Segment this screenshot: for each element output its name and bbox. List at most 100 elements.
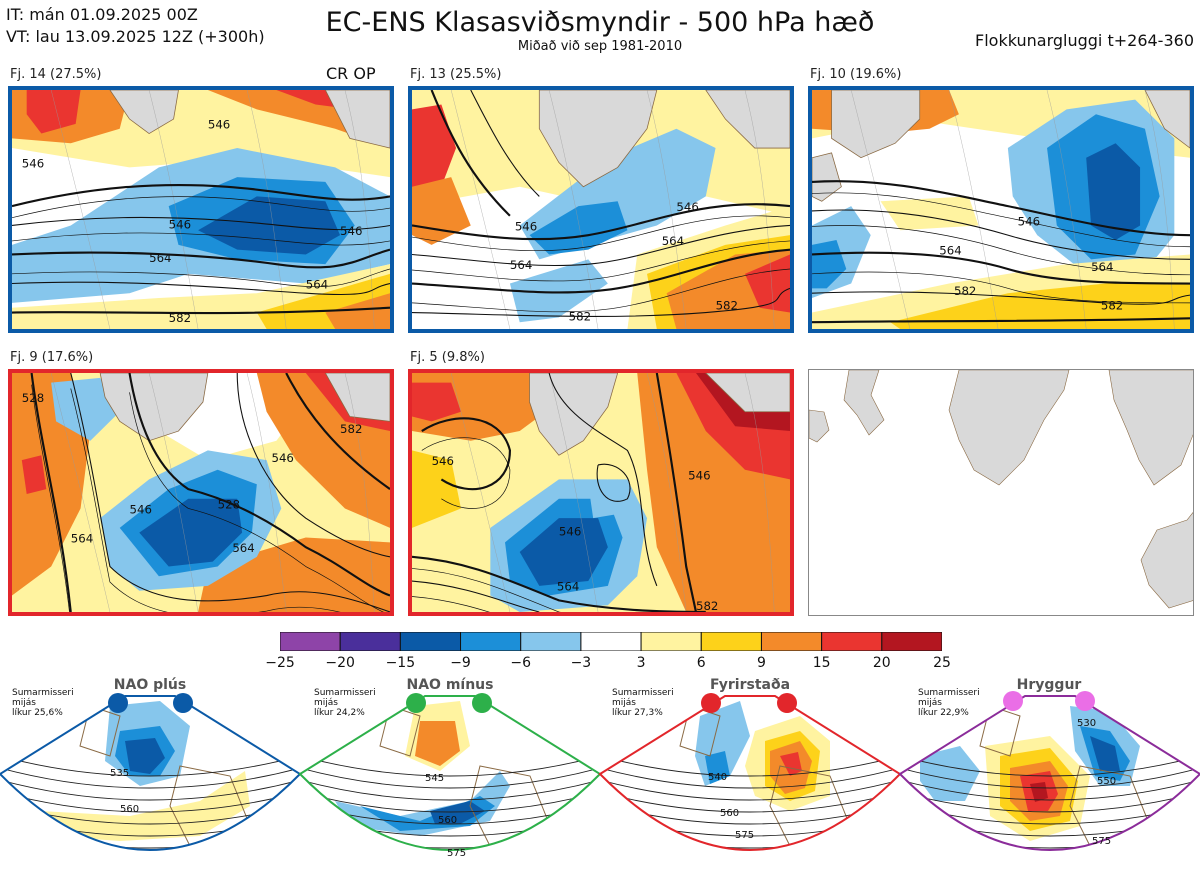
- contour-label: 546: [676, 200, 698, 214]
- contour-label: 546: [340, 224, 362, 238]
- graticule-line: [850, 90, 911, 329]
- regime-anomaly: [1015, 849, 1045, 850]
- regime-contour-label: 545: [425, 773, 444, 784]
- height-contour: [812, 209, 1190, 260]
- cluster-label-3: Fj. 10 (19.6%): [810, 67, 902, 82]
- regime-map: 535 560: [0, 695, 302, 851]
- landmass: [529, 373, 619, 456]
- colorbar-tick-label: 9: [756, 655, 766, 671]
- colorbar-tick-label: −6: [510, 655, 532, 671]
- regime-contour-label: 550: [1097, 776, 1116, 787]
- anomaly-area: [412, 450, 461, 528]
- colorbar-tick-label: 15: [812, 655, 831, 671]
- contour-label: 564: [1091, 260, 1113, 274]
- crop-label: CR OP: [326, 64, 376, 83]
- regime-dot-1b: [173, 693, 193, 713]
- contour-label: 546: [208, 118, 230, 132]
- regime-map: 545 560 575: [298, 695, 602, 859]
- anomaly-area: [1086, 143, 1141, 240]
- height-contour: [30, 373, 72, 612]
- height-contour-minor: [70, 388, 341, 612]
- regime-contour-label: 560: [120, 804, 139, 815]
- graticule-line: [1144, 90, 1175, 329]
- regime-contour-label: 535: [110, 768, 129, 779]
- anomaly-area: [412, 104, 457, 197]
- landmass: [538, 90, 658, 188]
- colorbar-segment: [760, 631, 823, 652]
- anomaly-area: [588, 479, 623, 519]
- graticule-line: [646, 373, 687, 612]
- contour-label: 528: [218, 498, 240, 512]
- height-contour-minor: [412, 568, 561, 612]
- regime-title-1: NAO plús: [113, 677, 187, 693]
- regime-anomaly: [40, 771, 250, 841]
- contour-label: 564: [939, 244, 961, 258]
- cluster-map-5: 546 546 564 582 546: [408, 369, 794, 616]
- regime-contour: [900, 767, 1200, 789]
- height-contour: [12, 248, 390, 269]
- colorbar-tick-label: 25: [933, 655, 951, 671]
- regime-anomaly: [1090, 736, 1120, 771]
- colorbar-segment: [399, 631, 462, 652]
- regime-map: 530 550 575: [898, 695, 1200, 851]
- contour-label: 564: [232, 541, 254, 555]
- regime-dot-2b: [472, 693, 492, 713]
- regime-contour: [900, 755, 1200, 777]
- anomaly-area: [139, 498, 243, 567]
- colorbar-segment: [640, 631, 702, 652]
- landmass: [324, 90, 390, 149]
- height-contour: [12, 216, 390, 231]
- contour-label: 582: [569, 309, 591, 323]
- regime-contour: [300, 827, 600, 849]
- graticule-line: [744, 373, 775, 612]
- height-contour-minor: [12, 196, 390, 219]
- contour-label: 582: [1101, 299, 1123, 313]
- colorbar-segment: [279, 631, 341, 652]
- graticule-line: [450, 373, 511, 612]
- height-contour: [412, 224, 790, 267]
- height-contour: [430, 90, 511, 217]
- regime-note-4: Sumarmisseri mijás líkur 22,9%: [918, 688, 980, 718]
- regime-contour-label: 540: [708, 772, 727, 783]
- regime-title-2: NAO mínus: [406, 677, 494, 693]
- height-contour: [412, 580, 540, 612]
- graticule-line: [744, 90, 775, 329]
- landmass: [831, 90, 921, 159]
- height-contour-minor: [31, 384, 70, 612]
- colorbar-segment: [700, 631, 762, 652]
- cluster-label-2: Fj. 13 (25.5%): [410, 67, 502, 82]
- regime-title-4: Hryggur: [1016, 677, 1082, 693]
- regime-anomaly: [125, 738, 165, 774]
- anomaly-area: [890, 283, 1190, 329]
- contour-label: 582: [340, 422, 362, 436]
- regime-contour: [0, 767, 300, 789]
- height-contour: [12, 281, 390, 296]
- anomaly-area: [509, 259, 608, 323]
- graticule-line: [548, 90, 599, 329]
- anomaly-area: [812, 239, 847, 289]
- colorbar-tick-label: 6: [696, 655, 706, 671]
- graticule-line: [50, 373, 111, 612]
- regime-anomaly: [780, 752, 802, 776]
- contour-label: 564: [149, 251, 171, 265]
- height-contour: [812, 251, 1190, 285]
- height-contour: [412, 203, 790, 241]
- contour-label: 546: [688, 469, 710, 483]
- height-contour: [812, 291, 1190, 305]
- landmass: [1144, 90, 1190, 149]
- graticule-line: [948, 90, 999, 329]
- height-contour-minor: [412, 215, 790, 252]
- regime-contour: [0, 755, 300, 777]
- colorbar-tick-label: −3: [570, 655, 592, 671]
- init-time: IT: mán 01.09.2025 00Z: [6, 5, 198, 24]
- run-info: IT: mán 01.09.2025 00Z VT: lau 13.09.202…: [6, 4, 265, 48]
- height-contour: [412, 248, 790, 294]
- regime-dot-1a: [108, 693, 128, 713]
- landmass: [109, 90, 179, 135]
- regime-frame: [898, 695, 1200, 851]
- colorbar: [279, 631, 943, 652]
- colorbar-tick-label: −20: [325, 655, 355, 671]
- regime-contour: [0, 779, 300, 801]
- height-contour: [128, 373, 390, 597]
- anomaly-area: [568, 426, 638, 480]
